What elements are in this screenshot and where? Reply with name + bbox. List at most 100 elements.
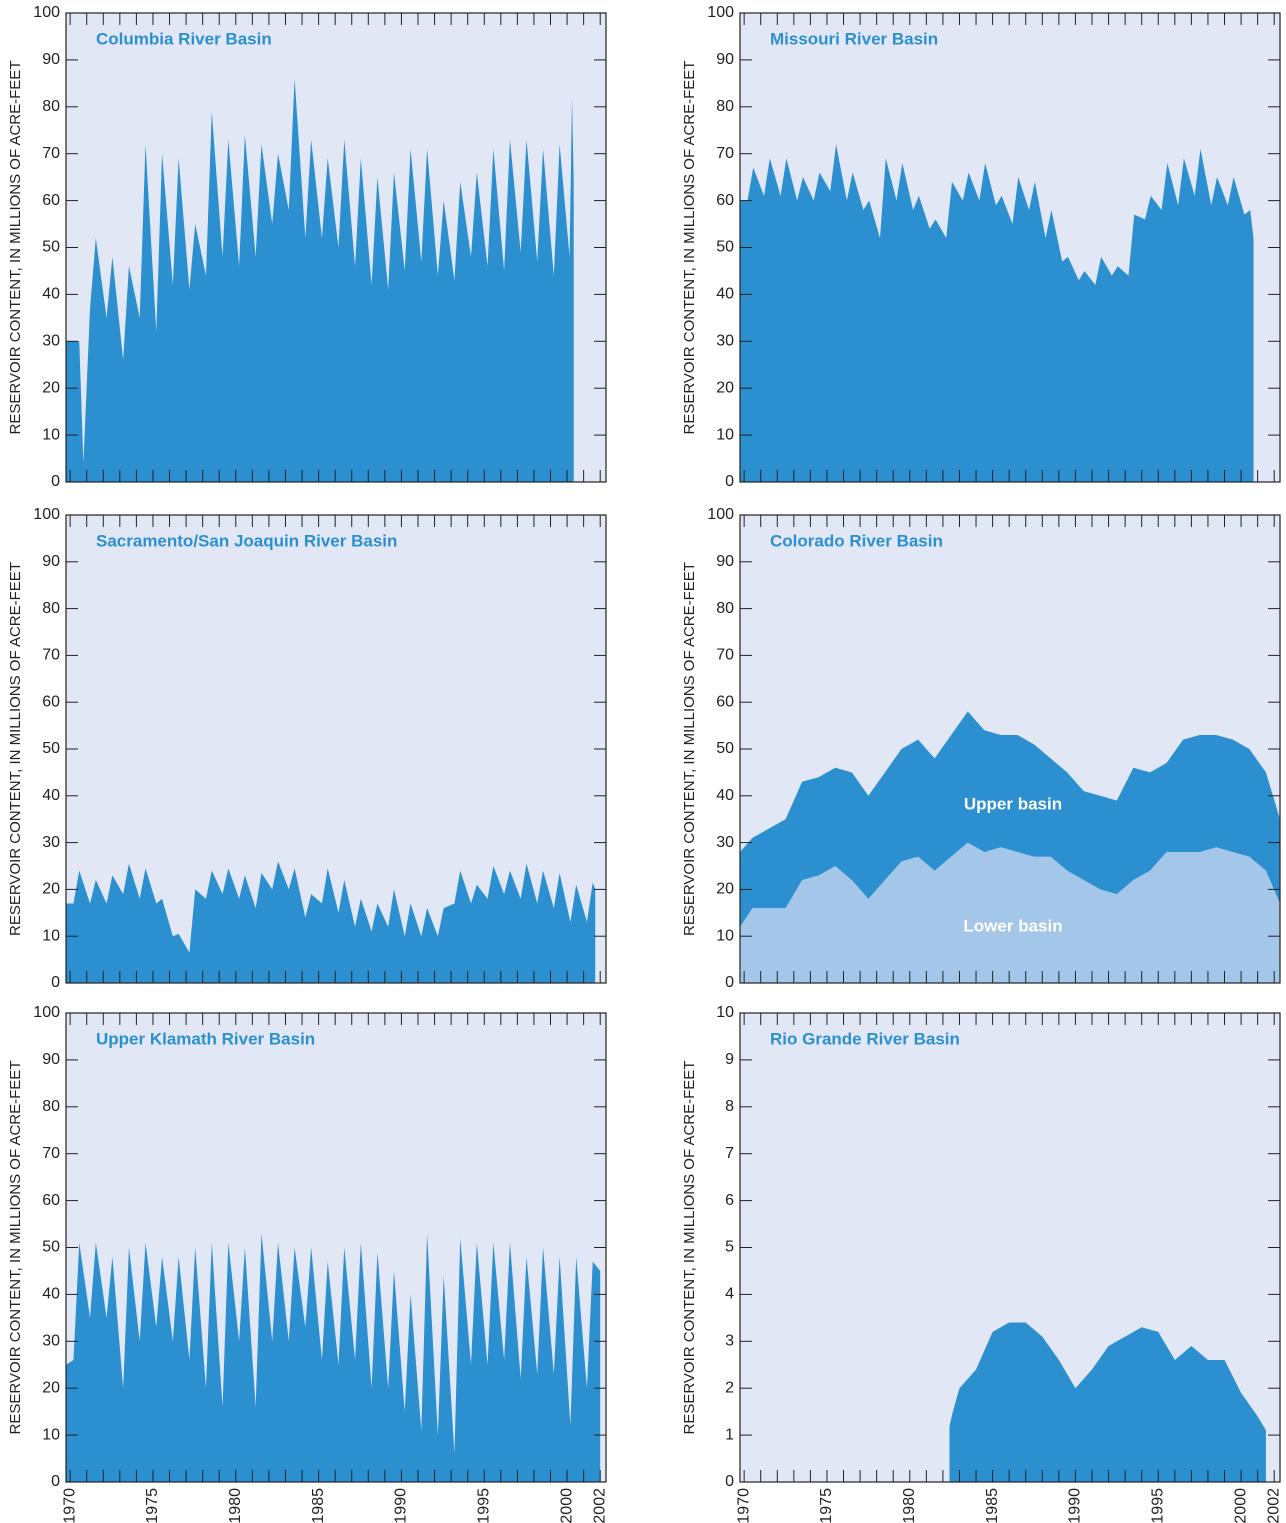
y-tick-label: 7 [725,1145,734,1162]
y-tick-label: 50 [716,740,734,757]
y-tick-label: 80 [716,600,734,617]
y-tick-label: 9 [725,1051,734,1068]
y-tick-label: 70 [42,647,60,664]
x-tick-label: 2002 [591,1488,608,1523]
y-tick-label: 90 [716,51,734,68]
area [66,78,574,482]
y-tick-label: 40 [42,286,60,303]
y-tick-label: 0 [725,974,734,991]
y-tick-label: 5 [725,1239,734,1256]
x-tick-label: 1985 [310,1488,327,1523]
y-tick-label: 10 [716,927,734,944]
y-tick-label: 20 [42,379,60,396]
x-tick-label: 1975 [144,1488,161,1523]
chart-title: Missouri River Basin [770,29,938,48]
y-tick-label: 8 [725,1098,734,1115]
y-tick-label: 10 [716,1004,734,1021]
y-tick-label: 6 [725,1192,734,1209]
area [949,1322,1266,1482]
area [66,1233,601,1482]
y-tick-label: 60 [42,693,60,710]
y-tick-label: 100 [33,1004,60,1021]
y-tick-label: 10 [42,426,60,443]
y-tick-label: 4 [725,1286,734,1303]
series-label: Lower basin [963,916,1062,935]
x-tick-label: 1975 [818,1488,835,1523]
y-tick-label: 70 [716,145,734,162]
y-axis-label: RESERVOIR CONTENT, IN MILLIONS OF ACRE-F… [7,562,24,936]
y-tick-label: 70 [42,1145,60,1162]
plot-frame [739,514,1281,984]
y-axis-label: RESERVOIR CONTENT, IN MILLIONS OF ACRE-F… [681,562,698,936]
y-axis-label: RESERVOIR CONTENT, IN MILLIONS OF ACRE-F… [7,1061,24,1435]
y-tick-label: 100 [707,506,734,523]
x-tick-label: 2002 [1265,1488,1282,1523]
y-tick-label: 0 [51,473,60,490]
y-tick-label: 0 [725,473,734,490]
y-tick-label: 100 [707,4,734,21]
y-axis-label: RESERVOIR CONTENT, IN MILLIONS OF ACRE-F… [7,61,24,435]
y-tick-label: 1 [725,1426,734,1443]
y-tick-label: 50 [716,239,734,256]
y-tick-label: 10 [42,927,60,944]
chart-title: Rio Grande River Basin [770,1029,960,1048]
x-tick-label: 1985 [984,1488,1001,1523]
y-tick-label: 2 [725,1379,734,1396]
y-tick-label: 0 [725,1473,734,1490]
plot-frame [65,1012,607,1483]
y-tick-label: 30 [716,834,734,851]
y-tick-label: 0 [51,974,60,991]
series-label: Upper basin [964,794,1062,813]
y-tick-label: 10 [42,1426,60,1443]
y-tick-label: 40 [42,787,60,804]
y-tick-label: 60 [716,192,734,209]
y-tick-label: 70 [716,647,734,664]
y-axis-label: RESERVOIR CONTENT, IN MILLIONS OF ACRE-F… [681,61,698,435]
area [740,842,1280,983]
y-tick-label: 60 [42,1192,60,1209]
x-tick-label: 1980 [901,1488,918,1523]
plot-frame [65,12,607,483]
x-tick-label: 1990 [393,1488,410,1523]
y-tick-label: 100 [33,4,60,21]
x-tick-label: 1995 [475,1488,492,1523]
y-tick-label: 90 [42,51,60,68]
y-tick-label: 20 [42,881,60,898]
y-tick-label: 90 [42,553,60,570]
area [740,711,1280,927]
area [740,144,1254,482]
y-tick-label: 50 [42,239,60,256]
chart-title: Upper Klamath River Basin [96,1029,315,1048]
y-tick-label: 70 [42,145,60,162]
y-tick-label: 20 [42,1379,60,1396]
y-tick-label: 30 [42,1333,60,1350]
chart-title: Sacramento/San Joaquin River Basin [96,531,397,550]
y-axis-label: RESERVOIR CONTENT, IN MILLIONS OF ACRE-F… [681,1061,698,1435]
y-tick-label: 90 [716,553,734,570]
x-tick-label: 1980 [227,1488,244,1523]
chart-title: Columbia River Basin [96,29,272,48]
y-tick-label: 80 [42,600,60,617]
chart-title: Colorado River Basin [770,531,943,550]
y-tick-label: 90 [42,1051,60,1068]
x-tick-label: 1970 [61,1488,78,1523]
area [66,861,596,983]
y-tick-label: 100 [33,506,60,523]
y-tick-label: 50 [42,740,60,757]
x-tick-label: 2000 [1232,1488,1249,1523]
plot-frame [65,514,607,984]
y-tick-label: 40 [42,1286,60,1303]
y-tick-label: 80 [716,98,734,115]
x-tick-label: 1970 [735,1488,752,1523]
x-tick-label: 1995 [1149,1488,1166,1523]
y-tick-label: 80 [42,98,60,115]
x-tick-label: 2000 [558,1488,575,1523]
y-tick-label: 30 [42,333,60,350]
y-tick-label: 0 [51,1473,60,1490]
y-tick-label: 3 [725,1333,734,1350]
y-tick-label: 20 [716,881,734,898]
y-tick-label: 30 [42,834,60,851]
plot-frame [739,12,1281,483]
y-tick-label: 80 [42,1098,60,1115]
